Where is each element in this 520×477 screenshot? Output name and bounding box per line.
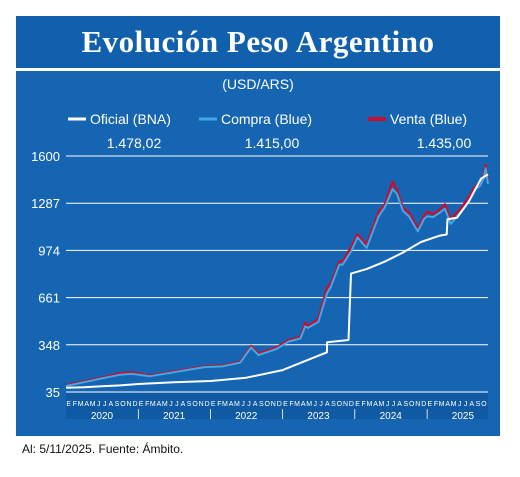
month-tick-label: O xyxy=(409,401,415,408)
month-tick-label: F xyxy=(289,401,293,408)
month-tick-label: F xyxy=(434,401,438,408)
month-tick-label: M xyxy=(222,401,228,408)
month-tick-label: E xyxy=(355,401,360,408)
legend-label-0: Oficial (BNA) xyxy=(90,111,171,127)
month-tick-label: A xyxy=(181,401,186,408)
month-tick-label: J xyxy=(247,401,251,408)
month-tick-label: S xyxy=(259,401,264,408)
y-tick-label: 1287 xyxy=(31,196,60,211)
line-chart: (USD/ARS) Oficial (BNA) Compra (Blue) Venta… xyxy=(31,76,490,422)
month-tick-label: E xyxy=(283,401,288,408)
month-tick-label: M xyxy=(366,401,372,408)
month-tick-label: A xyxy=(301,401,306,408)
month-tick-label: A xyxy=(325,401,330,408)
year-label-2020: 2020 xyxy=(91,411,114,422)
month-tick-label: J xyxy=(464,401,468,408)
month-tick-label: S xyxy=(403,401,408,408)
month-tick-label: M xyxy=(451,401,457,408)
month-tick-label: D xyxy=(132,401,137,408)
month-tick-label: S xyxy=(476,401,481,408)
month-tick-label: O xyxy=(192,401,198,408)
month-tick-label: S xyxy=(331,401,336,408)
year-label-2021: 2021 xyxy=(163,411,186,422)
month-tick-label: J xyxy=(175,401,179,408)
footnote: Al: 5/11/2025. Fuente: Ámbito. xyxy=(22,442,184,456)
month-tick-label: J xyxy=(241,401,245,408)
month-tick-label: N xyxy=(271,401,276,408)
month-tick-label: J xyxy=(392,401,396,408)
month-tick-label: N xyxy=(415,401,420,408)
month-tick-label: A xyxy=(109,401,114,408)
y-tick-label: 661 xyxy=(38,291,60,306)
month-tick-label: E xyxy=(428,401,433,408)
month-tick-label: M xyxy=(90,401,96,408)
year-label-2024: 2024 xyxy=(380,411,403,422)
month-tick-label: A xyxy=(397,401,402,408)
month-tick-label: J xyxy=(97,401,101,408)
month-tick-label: O xyxy=(481,401,487,408)
month-tick-label: D xyxy=(349,401,354,408)
y-tick-label: 348 xyxy=(38,338,60,353)
month-tick-label: M xyxy=(306,401,312,408)
month-tick-label: D xyxy=(421,401,426,408)
month-tick-label: F xyxy=(217,401,221,408)
month-tick-label: O xyxy=(120,401,126,408)
month-tick-label: E xyxy=(211,401,216,408)
month-tick-label: M xyxy=(78,401,84,408)
title-bar: Evolución Peso Argentino xyxy=(16,16,500,68)
month-tick-label: M xyxy=(234,401,240,408)
month-tick-label: A xyxy=(84,401,89,408)
month-tick-label: J xyxy=(313,401,317,408)
month-tick-label: A xyxy=(445,401,450,408)
month-tick-label: M xyxy=(150,401,156,408)
month-tick-label: F xyxy=(362,401,366,408)
month-tick-label: M xyxy=(439,401,445,408)
last-value-0: 1.478,02 xyxy=(107,135,162,151)
month-tick-label: S xyxy=(187,401,192,408)
chart-subtitle: (USD/ARS) xyxy=(222,76,294,92)
month-tick-label: N xyxy=(127,401,132,408)
month-tick-label: A xyxy=(229,401,234,408)
last-value-1: 1.415,00 xyxy=(245,135,300,151)
month-tick-label: M xyxy=(294,401,300,408)
chart-title: Evolución Peso Argentino xyxy=(81,24,435,59)
month-tick-label: E xyxy=(66,401,71,408)
month-tick-label: J xyxy=(169,401,173,408)
month-tick-label: M xyxy=(162,401,168,408)
year-label-2025: 2025 xyxy=(452,411,475,422)
series-line-oficial-bna xyxy=(65,173,489,389)
month-tick-label: O xyxy=(264,401,270,408)
y-tick-label: 974 xyxy=(38,243,60,258)
title-divider xyxy=(16,68,500,71)
x-axis-band xyxy=(66,393,488,419)
month-tick-label: A xyxy=(469,401,474,408)
chart-panel: Evolución Peso Argentino (USD/ARS) Oficia… xyxy=(16,16,500,436)
y-tick-label: 35 xyxy=(46,385,60,400)
month-tick-label: M xyxy=(379,401,385,408)
month-tick-label: S xyxy=(115,401,120,408)
month-tick-label: E xyxy=(139,401,144,408)
last-value-2: 1.435,00 xyxy=(417,135,472,151)
month-tick-label: J xyxy=(103,401,107,408)
series-line-venta-blue xyxy=(65,163,490,387)
month-tick-label: D xyxy=(205,401,210,408)
legend-label-2: Venta (Blue) xyxy=(390,111,467,127)
series-line-compra-blue xyxy=(65,167,489,387)
month-tick-label: N xyxy=(199,401,204,408)
month-tick-label: A xyxy=(373,401,378,408)
month-tick-label: J xyxy=(319,401,323,408)
month-tick-label: A xyxy=(253,401,258,408)
month-tick-label: F xyxy=(145,401,149,408)
year-label-2022: 2022 xyxy=(235,411,258,422)
legend-label-1: Compra (Blue) xyxy=(221,111,312,127)
month-tick-label: N xyxy=(343,401,348,408)
year-label-2023: 2023 xyxy=(307,411,330,422)
month-tick-label: J xyxy=(386,401,390,408)
month-tick-label: D xyxy=(277,401,282,408)
month-tick-label: J xyxy=(458,401,462,408)
month-tick-label: O xyxy=(337,401,343,408)
y-tick-label: 1600 xyxy=(31,149,60,164)
month-tick-label: F xyxy=(73,401,77,408)
month-tick-label: A xyxy=(157,401,162,408)
